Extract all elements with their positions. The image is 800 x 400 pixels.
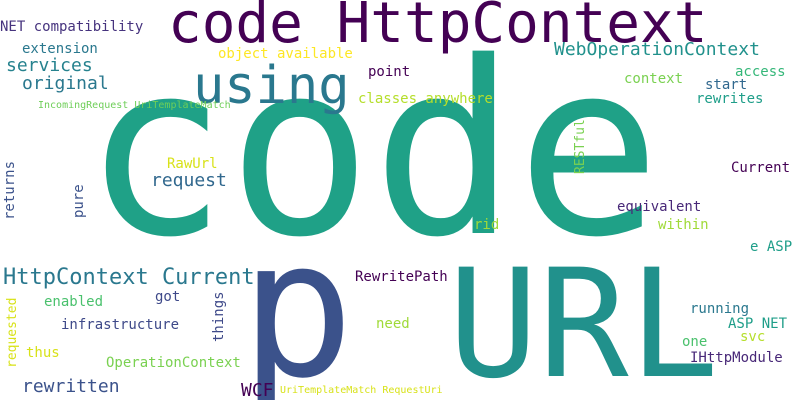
word-extension: extension	[22, 41, 98, 57]
word-httpcontext-current: HttpContext Current	[3, 265, 255, 290]
word-requested: requested	[5, 297, 20, 368]
word-equivalent: equivalent	[617, 199, 702, 215]
word-point: point	[368, 64, 411, 80]
word-rewrites: rewrites	[696, 91, 764, 107]
word-classes-anywhere: classes anywhere	[358, 91, 493, 107]
word-ihttpmodule: IHttpModule	[690, 350, 783, 366]
word-restful: RESTful	[573, 119, 588, 174]
word-asp-net: ASP NET	[728, 316, 788, 332]
word-start: start	[705, 77, 748, 93]
word-thus: thus	[26, 345, 60, 361]
word-need: need	[376, 316, 410, 332]
word-enabled: enabled	[44, 294, 104, 310]
word-operationcontext: OperationContext	[106, 355, 241, 371]
word-net-compatibility: NET compatibility	[0, 19, 144, 35]
word-uritemplatematch-requesturi: UriTemplateMatch RequestUri	[280, 385, 443, 396]
word-original: original	[22, 73, 109, 94]
word-within: within	[658, 217, 709, 233]
word-rawurl: RawUrl	[167, 156, 218, 172]
word-got: got	[155, 289, 181, 305]
word-p: p	[240, 199, 355, 400]
word-object-available: object available	[218, 46, 353, 62]
word-rewritepath: RewritePath	[355, 269, 448, 285]
word-weboperationcontext: WebOperationContext	[554, 39, 760, 60]
word-wcf: WCF	[241, 380, 274, 400]
word-code-httpcontext: code HttpContext	[168, 0, 708, 56]
word-request: request	[151, 170, 227, 191]
word-e-asp: e ASP	[750, 239, 793, 255]
word-using: using	[193, 56, 350, 116]
word-current: Current	[731, 160, 791, 176]
word-pure: pure	[71, 184, 87, 218]
word-rid: rid	[474, 217, 500, 233]
word-access: access	[735, 64, 786, 80]
word-rewritten: rewritten	[22, 376, 120, 397]
word-things: things	[211, 291, 227, 342]
word-running: running	[690, 301, 750, 317]
word-one: one	[682, 334, 708, 350]
word-url: URL	[448, 238, 719, 400]
word-svc: svc	[740, 329, 766, 345]
word-infrastructure: infrastructure	[61, 317, 180, 333]
word-incomingrequest-uritemplatematch: IncomingRequest UriTemplateMatch	[38, 100, 231, 111]
word-code: code	[83, 10, 661, 290]
word-services: services	[6, 55, 93, 76]
word-returns: returns	[2, 160, 18, 220]
word-context: context	[624, 71, 684, 87]
